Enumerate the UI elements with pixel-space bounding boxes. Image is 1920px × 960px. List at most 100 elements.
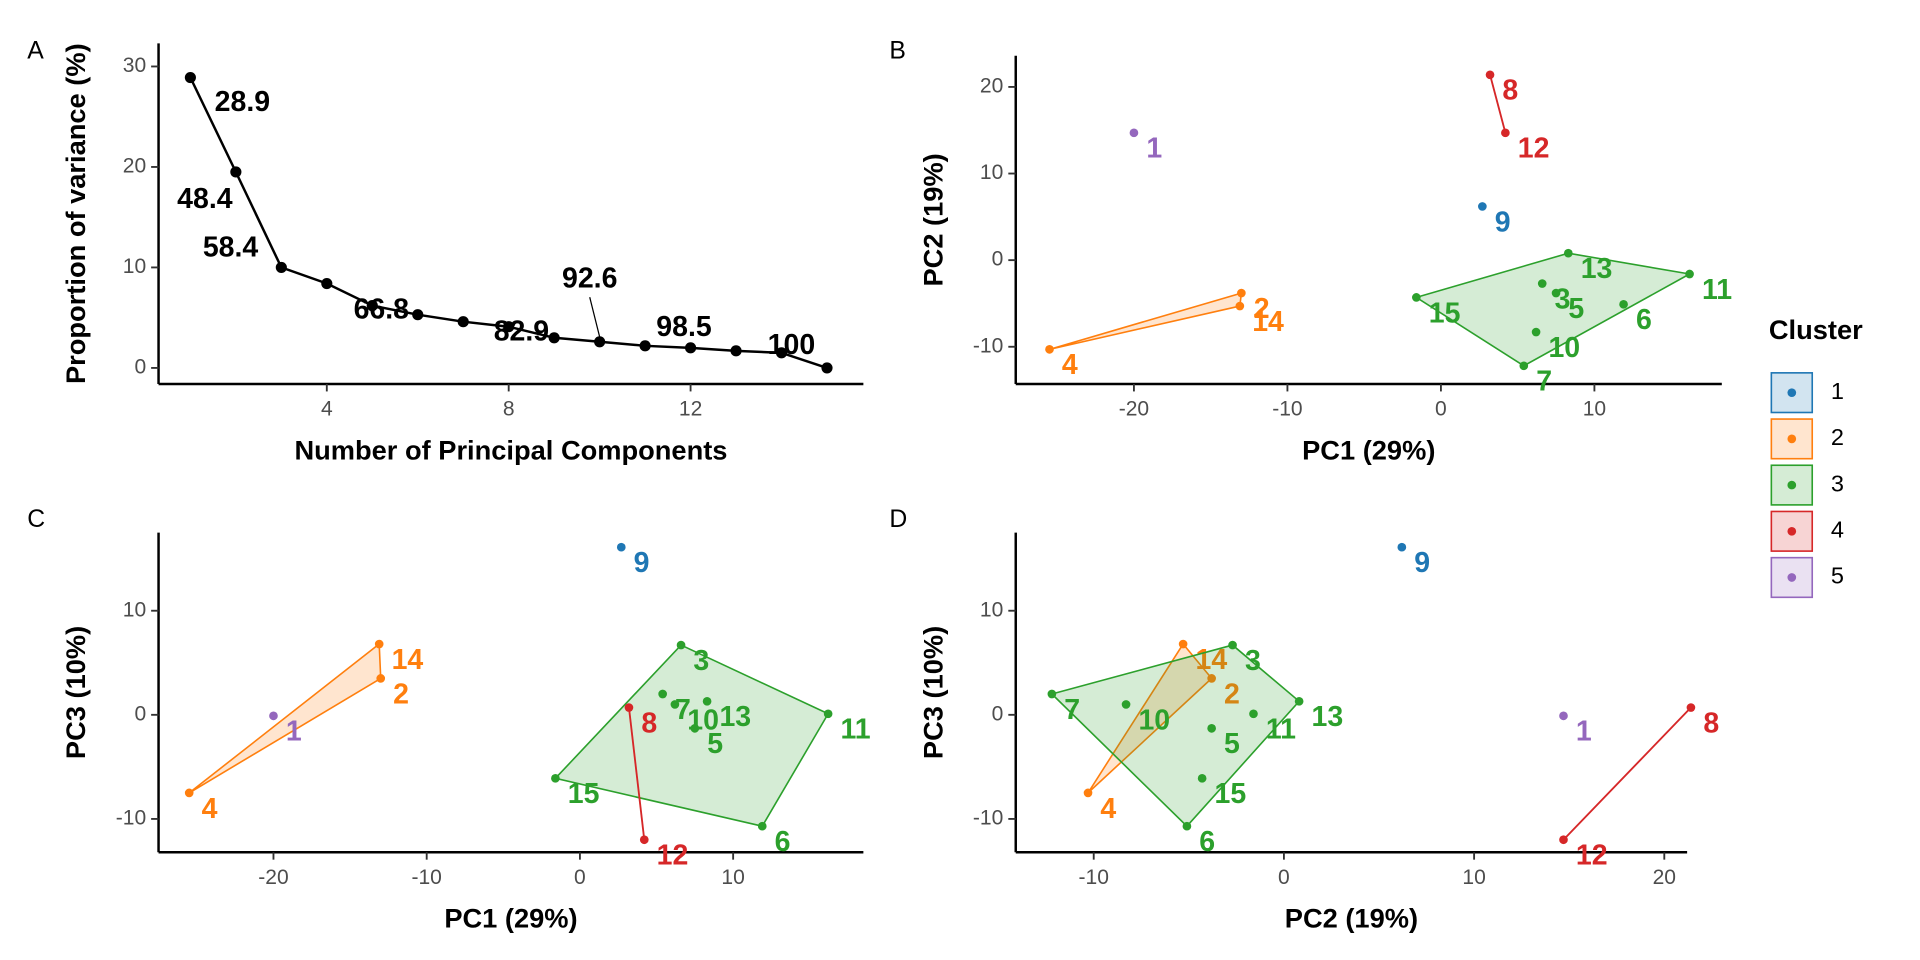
point	[1182, 821, 1192, 831]
annotation: 48.4	[177, 183, 233, 215]
legend-label: 2	[1831, 424, 1844, 450]
annotation: 98.5	[656, 311, 712, 343]
legend-dot	[1787, 526, 1797, 536]
point-label: 9	[634, 547, 650, 579]
legend-title: Cluster	[1769, 314, 1863, 345]
point	[775, 347, 788, 359]
legend-dot	[1787, 573, 1797, 582]
x-tick-label: 10	[1462, 866, 1485, 889]
y-tick-label: 20	[980, 74, 1003, 97]
point-label: 14	[392, 644, 424, 676]
point	[1537, 279, 1547, 288]
legend-label: 3	[1831, 470, 1844, 496]
point-label: 12	[657, 840, 689, 872]
point	[548, 332, 560, 344]
point-label: 6	[1199, 826, 1215, 858]
point-label: 10	[1138, 704, 1170, 736]
point-label: 4	[1100, 793, 1116, 825]
point-label: 13	[1312, 701, 1344, 733]
point	[1619, 299, 1628, 309]
panel-label: A	[27, 38, 44, 65]
point-label: 13	[719, 701, 751, 733]
point-label: 11	[1702, 274, 1732, 306]
x-tick-label: -10	[411, 866, 441, 889]
point-label: 8	[1703, 707, 1719, 739]
x-tick-label: 4	[321, 398, 333, 421]
point-label: 7	[1064, 694, 1080, 726]
point	[1294, 696, 1304, 706]
x-axis-title: PC2 (19%)	[1285, 903, 1418, 934]
point	[821, 362, 833, 374]
point	[639, 340, 651, 352]
point	[184, 788, 194, 798]
annotation: 100	[768, 329, 816, 361]
point	[376, 674, 386, 683]
point-label: 15	[568, 778, 600, 810]
point	[624, 703, 634, 712]
annotation: 28.9	[215, 86, 270, 118]
y-axis-title: Proportion of variance (%)	[60, 43, 91, 384]
point	[1551, 288, 1561, 298]
point-label: 2	[393, 678, 409, 710]
x-tick-label: 0	[1435, 398, 1447, 421]
point-label: 10	[1548, 332, 1580, 364]
point-label: 4	[1062, 349, 1078, 381]
x-tick-label: 0	[1278, 866, 1290, 889]
point-label: 9	[1495, 206, 1511, 238]
point	[412, 309, 424, 321]
point-label: 1	[1146, 133, 1162, 165]
legend-label: 5	[1831, 563, 1844, 589]
point	[670, 700, 680, 709]
cluster-hull	[628, 707, 646, 840]
y-axis-title: PC3 (10%)	[60, 626, 91, 759]
point	[1047, 689, 1057, 699]
point	[1178, 639, 1188, 649]
cluster-hull	[1087, 642, 1213, 794]
legend-label: 1	[1831, 378, 1844, 404]
point-label: 12	[1576, 840, 1608, 872]
point	[1686, 703, 1696, 712]
point-label: 14	[1252, 306, 1284, 338]
point	[690, 724, 700, 733]
annotation: 92.6	[562, 262, 617, 294]
annotation: 66.8	[354, 293, 409, 325]
point	[457, 316, 469, 328]
point	[1197, 773, 1207, 783]
point	[1235, 301, 1245, 311]
point	[757, 821, 767, 831]
point-label: 2	[1224, 678, 1240, 710]
point	[594, 336, 606, 348]
point	[1129, 128, 1139, 138]
y-tick-label: 10	[123, 598, 146, 621]
x-tick-label: -20	[1119, 398, 1149, 421]
point	[823, 709, 833, 719]
point	[321, 277, 333, 290]
legend-dot	[1787, 480, 1797, 490]
point-label: 1	[1576, 716, 1592, 748]
point-label: 12	[1518, 133, 1550, 165]
point	[1485, 70, 1495, 80]
point	[1559, 835, 1568, 845]
point	[503, 321, 515, 333]
x-tick-label: 0	[574, 866, 586, 889]
point	[1559, 711, 1568, 721]
point	[1397, 542, 1407, 552]
cluster-hull	[1489, 74, 1507, 134]
point-label: 6	[1636, 304, 1652, 336]
point	[374, 639, 384, 649]
point-label: 13	[1581, 253, 1613, 285]
cluster-hull	[1562, 706, 1692, 841]
point	[1563, 248, 1573, 258]
y-tick-label: -10	[973, 806, 1003, 829]
cluster-hull	[188, 642, 382, 794]
x-tick-label: 10	[1583, 398, 1606, 421]
cluster-hull	[1050, 644, 1301, 828]
point-label: 6	[775, 826, 791, 858]
y-tick-label: 10	[980, 598, 1003, 621]
point	[1083, 788, 1093, 798]
x-tick-label: 12	[679, 398, 702, 421]
point-label: 2	[1254, 293, 1270, 325]
y-axis-title: PC2 (19%)	[917, 153, 948, 286]
point-label: 8	[641, 707, 657, 739]
